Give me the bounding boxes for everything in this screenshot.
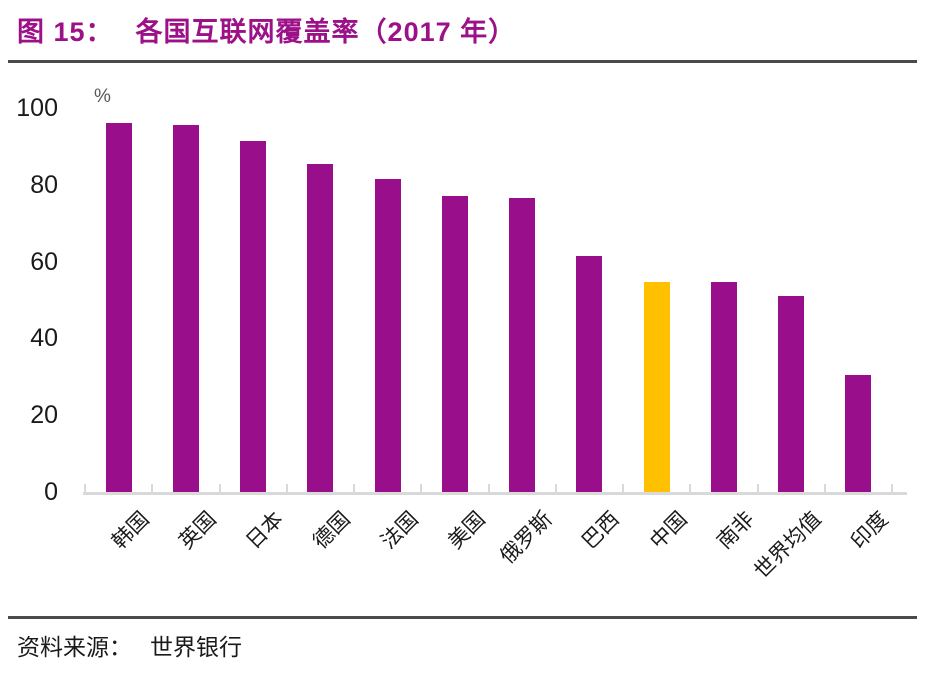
x-axis-tick [823, 484, 826, 492]
x-axis-tick [353, 484, 355, 492]
x-axis-tick [622, 484, 624, 492]
bar-英国 [172, 125, 199, 492]
bar-美国 [441, 196, 468, 492]
source-label: 资料来源： [17, 635, 132, 660]
x-axis-tick [151, 484, 154, 492]
source-text: 世界银行 [150, 635, 242, 660]
x-axis-tick [891, 484, 893, 492]
figure-number: 图 15： [17, 17, 114, 47]
x-tick-label-俄罗斯: 俄罗斯 [496, 507, 557, 569]
x-axis-line [83, 492, 907, 495]
bar-俄罗斯 [509, 198, 536, 492]
source-line: 资料来源： 世界银行 [17, 628, 242, 662]
x-axis-tick [285, 484, 288, 492]
bar-日本 [240, 141, 267, 492]
x-axis-tick [689, 484, 692, 492]
x-tick-label-日本: 日本 [241, 507, 288, 554]
bar-南非 [710, 282, 737, 492]
title-divider [8, 60, 917, 63]
bar-法国 [374, 179, 401, 492]
x-axis-tick [487, 484, 490, 492]
bar-韩国 [105, 123, 132, 492]
x-axis-tick [554, 484, 557, 492]
y-tick-label: 80 [30, 170, 58, 199]
x-tick-label-世界均值: 世界均值 [750, 507, 826, 584]
x-tick-label-印度: 印度 [847, 507, 894, 554]
y-tick-label: 20 [30, 401, 58, 430]
bar-印度 [845, 375, 872, 492]
y-axis-unit-label: % [94, 86, 111, 107]
bar-德国 [307, 164, 334, 492]
x-tick-label-巴西: 巴西 [578, 507, 625, 554]
x-axis-tick [218, 484, 221, 492]
footer-divider [8, 616, 917, 619]
x-axis-tick [756, 484, 759, 492]
figure-title: 图 15： 各国互联网覆盖率（2017 年） [17, 10, 516, 49]
y-tick-label: 60 [30, 247, 58, 276]
x-tick-label-德国: 德国 [309, 507, 356, 554]
bar-巴西 [576, 256, 603, 492]
y-tick-label: 100 [16, 94, 58, 122]
x-tick-label-英国: 英国 [174, 507, 221, 554]
bar-世界均值 [778, 296, 805, 492]
figure-title-text: 各国互联网覆盖率（2017 年） [135, 17, 517, 47]
y-tick-label: 0 [44, 478, 58, 506]
x-axis-tick [420, 484, 423, 492]
x-tick-label-美国: 美国 [443, 507, 490, 554]
y-tick-label: 40 [30, 324, 58, 353]
x-tick-label-法国: 法国 [376, 507, 423, 554]
x-tick-label-韩国: 韩国 [107, 507, 154, 554]
x-tick-label-中国: 中国 [645, 507, 692, 554]
bar-中国-highlight [643, 282, 670, 492]
x-axis-tick [84, 484, 86, 492]
x-tick-label-南非: 南非 [712, 507, 759, 554]
